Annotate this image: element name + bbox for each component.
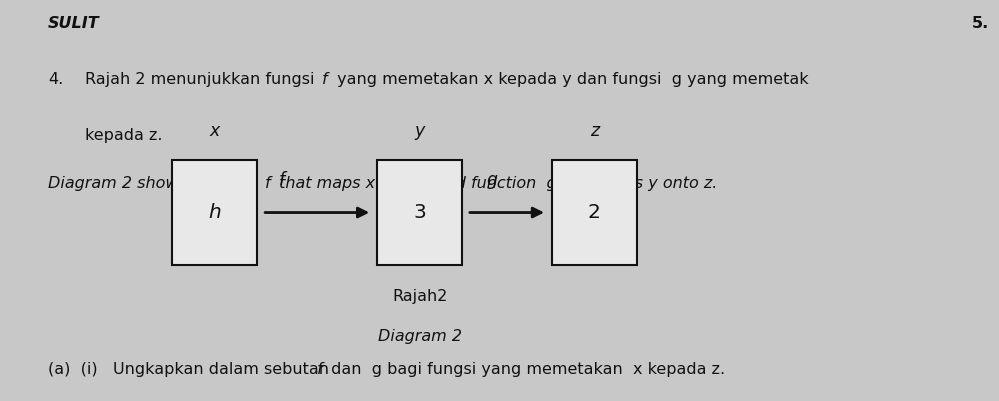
FancyBboxPatch shape <box>172 160 258 265</box>
Text: yang memetakan x kepada y dan fungsi  g yang memetak: yang memetakan x kepada y dan fungsi g y… <box>332 72 808 87</box>
FancyBboxPatch shape <box>378 160 462 265</box>
Text: f: f <box>317 362 323 377</box>
Text: that maps x onto y and function  g that maps y onto z.: that maps x onto y and function g that m… <box>274 176 717 191</box>
Text: Rajah2: Rajah2 <box>392 289 448 304</box>
Text: g: g <box>487 172 498 189</box>
Text: h: h <box>209 203 221 222</box>
Text: Rajah 2 menunjukkan fungsi: Rajah 2 menunjukkan fungsi <box>85 72 320 87</box>
Text: f: f <box>322 72 328 87</box>
Text: (a)  (i)   Ungkapkan dalam sebutan: (a) (i) Ungkapkan dalam sebutan <box>48 362 334 377</box>
Text: 2: 2 <box>588 203 600 222</box>
Text: SULIT: SULIT <box>48 16 100 31</box>
Text: x: x <box>210 122 220 140</box>
Text: Diagram 2: Diagram 2 <box>378 329 462 344</box>
Text: dan  g bagi fungsi yang memetakan  x kepada z.: dan g bagi fungsi yang memetakan x kepad… <box>326 362 725 377</box>
Text: 3: 3 <box>414 203 426 222</box>
FancyBboxPatch shape <box>551 160 637 265</box>
Text: Diagram 2 shows function: Diagram 2 shows function <box>48 176 263 191</box>
Text: z: z <box>589 122 599 140</box>
Text: 4.: 4. <box>48 72 63 87</box>
Text: f: f <box>279 172 286 189</box>
Text: y: y <box>415 122 425 140</box>
Text: f: f <box>265 176 271 191</box>
Text: 5.: 5. <box>972 16 989 31</box>
Text: kepada z.: kepada z. <box>85 128 163 143</box>
